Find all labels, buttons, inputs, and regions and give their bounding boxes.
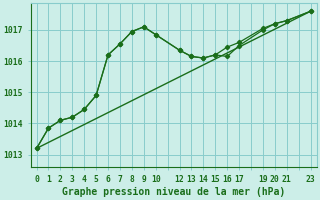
X-axis label: Graphe pression niveau de la mer (hPa): Graphe pression niveau de la mer (hPa) [62, 186, 285, 197]
